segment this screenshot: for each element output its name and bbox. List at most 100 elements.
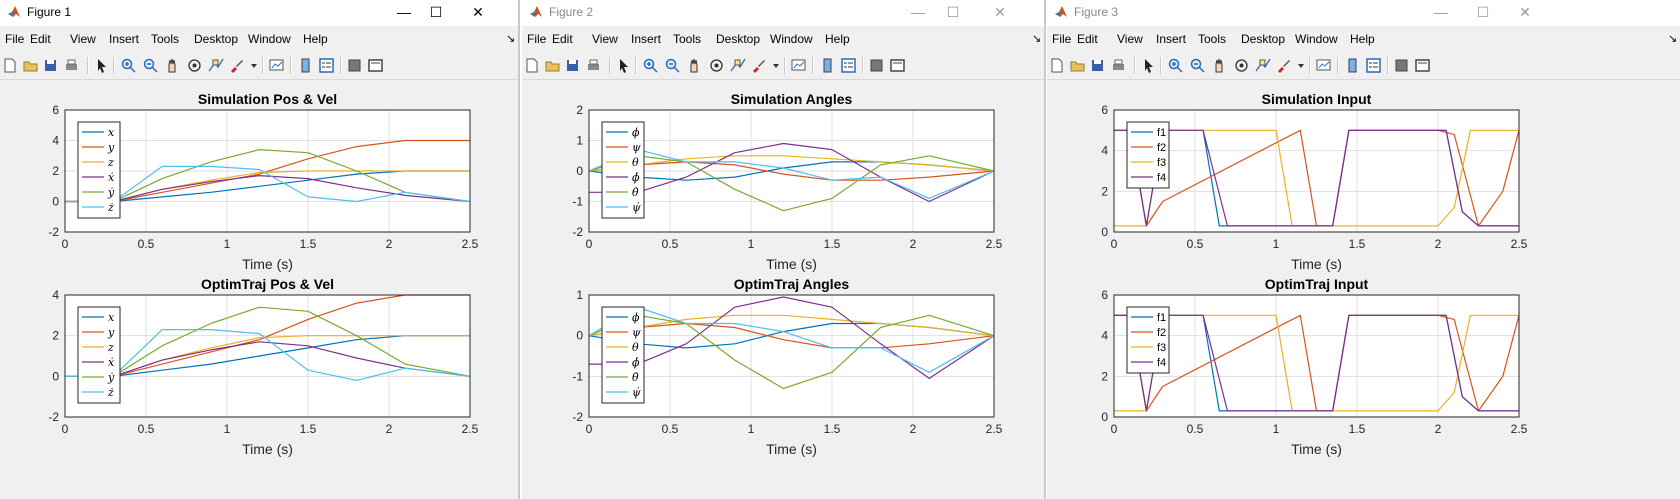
show-plot-tools-icon[interactable] [889, 57, 906, 74]
brush-icon[interactable] [750, 57, 767, 74]
pan-icon[interactable] [1211, 57, 1228, 74]
menu-help[interactable]: Help [825, 32, 850, 46]
x-axis-label: Time (s) [1291, 256, 1342, 272]
menu-help[interactable]: Help [303, 32, 328, 46]
link-plot-icon[interactable] [790, 57, 807, 74]
show-plot-tools-icon[interactable] [1414, 57, 1431, 74]
minimize-button[interactable]: — [911, 4, 925, 20]
link-plot-icon[interactable] [1315, 57, 1332, 74]
pointer-icon[interactable] [1140, 57, 1157, 74]
hide-plot-tools-icon[interactable] [346, 57, 363, 74]
menu-insert[interactable]: Insert [109, 32, 140, 46]
brush-dropdown-icon[interactable] [770, 57, 787, 74]
menu-tools[interactable]: Tools [673, 32, 702, 46]
figure-toolbar [1047, 52, 1680, 80]
pan-icon[interactable] [686, 57, 703, 74]
x-tick-label: 1.5 [824, 422, 841, 436]
zoom-out-icon[interactable] [1189, 57, 1206, 74]
minimize-button[interactable]: — [1434, 4, 1448, 20]
save-icon[interactable] [564, 57, 581, 74]
menu-desktop[interactable]: Desktop [716, 32, 761, 46]
show-plot-tools-icon[interactable] [367, 57, 384, 74]
open-folder-icon[interactable] [544, 57, 561, 74]
legend-box[interactable] [77, 121, 121, 219]
hide-plot-tools-icon[interactable] [868, 57, 885, 74]
menu-window[interactable]: Window [248, 32, 291, 46]
data-cursor-icon[interactable] [1254, 57, 1271, 74]
dock-arrow-icon[interactable]: ↘ [1032, 33, 1042, 45]
x-tick-label: 1.5 [300, 237, 317, 251]
link-plot-icon[interactable] [268, 57, 285, 74]
menu-tools[interactable]: Tools [1198, 32, 1227, 46]
zoom-out-icon[interactable] [142, 57, 159, 74]
colorbar-icon[interactable] [819, 57, 836, 74]
menu-window[interactable]: Window [770, 32, 813, 46]
colorbar-icon[interactable] [297, 57, 314, 74]
legend-icon[interactable] [840, 57, 857, 74]
minimize-button[interactable]: — [397, 4, 411, 20]
pointer-icon[interactable] [93, 57, 110, 74]
menu-file[interactable]: File [1052, 32, 1072, 46]
maximize-button[interactable]: ☐ [1476, 3, 1490, 20]
new-file-icon[interactable] [1048, 57, 1065, 74]
menu-view[interactable]: View [1117, 32, 1143, 46]
colorbar-icon[interactable] [1344, 57, 1361, 74]
menu-file[interactable]: File [5, 32, 25, 46]
hide-plot-tools-icon[interactable] [1393, 57, 1410, 74]
title-bar[interactable]: Figure 1 — ☐ ✕ [0, 0, 518, 24]
pointer-icon[interactable] [615, 57, 632, 74]
zoom-in-icon[interactable] [1167, 57, 1184, 74]
menu-desktop[interactable]: Desktop [1241, 32, 1286, 46]
legend-icon[interactable] [318, 57, 335, 74]
maximize-button[interactable]: ☐ [429, 3, 443, 20]
zoom-out-icon[interactable] [664, 57, 681, 74]
save-icon[interactable] [1089, 57, 1106, 74]
menu-edit[interactable]: Edit [30, 32, 51, 46]
title-bar[interactable]: Figure 3 — ☐ ✕ [1047, 0, 1680, 24]
legend-box[interactable] [601, 306, 645, 404]
axes-0: 0 0.5 1 1.5 2 2.5 6 4 2 0 f1 f2 f3 f4 Simulation Input… [1101, 91, 1527, 272]
data-cursor-icon[interactable] [729, 57, 746, 74]
brush-icon[interactable] [228, 57, 245, 74]
rotate-icon[interactable] [708, 57, 725, 74]
print-icon[interactable] [585, 57, 602, 74]
legend-box[interactable] [601, 121, 645, 219]
title-bar[interactable]: Figure 2 — ☐ ✕ [522, 0, 1044, 24]
dock-arrow-icon[interactable]: ↘ [506, 33, 516, 45]
zoom-in-icon[interactable] [120, 57, 137, 74]
brush-dropdown-icon[interactable] [1295, 57, 1312, 74]
close-button[interactable]: ✕ [1519, 3, 1531, 20]
data-cursor-icon[interactable] [207, 57, 224, 74]
menu-view[interactable]: View [70, 32, 96, 46]
close-button[interactable]: ✕ [472, 3, 484, 20]
menu-edit[interactable]: Edit [552, 32, 573, 46]
pan-icon[interactable] [164, 57, 181, 74]
menu-tools[interactable]: Tools [151, 32, 180, 46]
legend-box[interactable] [77, 306, 121, 404]
legend-icon[interactable] [1365, 57, 1382, 74]
menu-help[interactable]: Help [1350, 32, 1375, 46]
menu-edit[interactable]: Edit [1077, 32, 1098, 46]
axes-box [64, 109, 471, 233]
brush-dropdown-icon[interactable] [248, 57, 265, 74]
rotate-icon[interactable] [1233, 57, 1250, 74]
dock-arrow-icon[interactable]: ↘ [1668, 33, 1678, 45]
print-icon[interactable] [63, 57, 80, 74]
maximize-button[interactable]: ☐ [946, 3, 960, 20]
zoom-in-icon[interactable] [642, 57, 659, 74]
open-folder-icon[interactable] [22, 57, 39, 74]
menu-view[interactable]: View [592, 32, 618, 46]
open-folder-icon[interactable] [1069, 57, 1086, 74]
menu-insert[interactable]: Insert [631, 32, 662, 46]
save-icon[interactable] [42, 57, 59, 74]
new-file-icon[interactable] [1, 57, 18, 74]
new-file-icon[interactable] [523, 57, 540, 74]
close-button[interactable]: ✕ [994, 3, 1006, 20]
menu-file[interactable]: File [527, 32, 547, 46]
brush-icon[interactable] [1275, 57, 1292, 74]
menu-desktop[interactable]: Desktop [194, 32, 239, 46]
print-icon[interactable] [1110, 57, 1127, 74]
menu-window[interactable]: Window [1295, 32, 1338, 46]
rotate-icon[interactable] [186, 57, 203, 74]
menu-insert[interactable]: Insert [1156, 32, 1187, 46]
